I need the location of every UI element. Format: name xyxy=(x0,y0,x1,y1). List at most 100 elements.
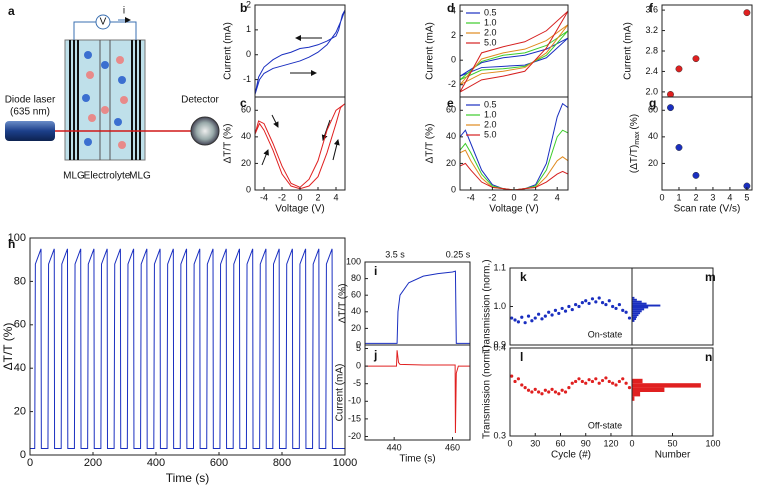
plot-area xyxy=(667,9,751,97)
y-tick-label: -2 xyxy=(448,79,456,89)
electrode-label: MLG xyxy=(63,171,85,182)
bar xyxy=(632,318,637,320)
y-tick-label: 20 xyxy=(241,158,251,168)
y-axis-label: ΔT/T (%) xyxy=(338,284,349,324)
point xyxy=(553,308,558,312)
bar xyxy=(632,316,637,319)
plot-area xyxy=(510,374,632,396)
point xyxy=(604,376,608,380)
x-tick-label: 800 xyxy=(273,457,291,469)
y-tick-label: 100 xyxy=(346,256,361,266)
x-axis-label: Time (s) xyxy=(166,471,210,485)
bar xyxy=(632,314,639,317)
frame xyxy=(661,96,753,191)
annotation: 0.25 s xyxy=(446,249,471,259)
x-axis-label: Voltage (V) xyxy=(489,204,538,215)
plot-area xyxy=(667,104,751,190)
y-axis-label: ΔT/T (%) xyxy=(1,323,15,371)
panel-label: i xyxy=(374,264,377,278)
x-tick-label: 4 xyxy=(727,192,732,202)
point xyxy=(607,299,611,303)
y-tick-label: -20 xyxy=(348,431,361,441)
bar xyxy=(632,298,637,301)
bar xyxy=(632,306,649,309)
x-tick-label: 50 xyxy=(667,438,677,448)
bar xyxy=(632,296,635,299)
detector-label: Detector xyxy=(181,95,219,106)
y-tick-label: 60 xyxy=(241,105,251,115)
point xyxy=(614,383,618,387)
y-tick-label: 2.0 xyxy=(645,86,658,96)
y-tick-label: -5 xyxy=(353,378,361,388)
x-tick-label: 0 xyxy=(27,457,33,469)
plot-area xyxy=(255,9,345,95)
annotation: Off-state xyxy=(588,420,622,430)
panel-label: c xyxy=(240,96,247,110)
y-tick-label: 1.0 xyxy=(493,301,506,311)
frame xyxy=(661,4,753,98)
current-label: i xyxy=(123,6,125,17)
point xyxy=(547,310,551,314)
y-tick-label: 4 xyxy=(451,6,456,16)
x-tick-label: 1 xyxy=(676,192,681,202)
y-tick-label: 2.4 xyxy=(645,66,658,76)
x-axis-label: Number xyxy=(655,450,691,461)
detector xyxy=(190,116,220,146)
x-axis-label: Cycle (#) xyxy=(551,450,591,461)
point xyxy=(624,310,628,314)
bar xyxy=(632,392,641,397)
panel-label: n xyxy=(705,350,712,364)
legend-label: 2.0 xyxy=(484,119,497,129)
point xyxy=(574,379,578,384)
point xyxy=(513,379,517,384)
y-tick-label: 1 xyxy=(246,24,251,34)
bar xyxy=(632,387,665,392)
y-axis-label: Current (mA) xyxy=(335,364,346,422)
point xyxy=(611,304,615,309)
arrows xyxy=(261,35,340,166)
electrode-label: MLG xyxy=(129,171,151,182)
point xyxy=(597,296,601,300)
schematic: a V i Diode laser (635 nm) Detector MLG … xyxy=(5,4,220,181)
laser-wavelength: (635 nm) xyxy=(10,107,50,118)
x-tick-label: -4 xyxy=(260,192,268,202)
y-tick-label: 80 xyxy=(351,273,361,283)
x-tick-label: 460 xyxy=(445,442,460,452)
x-tick-label: 2 xyxy=(693,192,698,202)
series-line xyxy=(365,350,470,433)
plot-area xyxy=(510,296,632,325)
point xyxy=(570,307,574,312)
y-tick-label: 60 xyxy=(446,105,456,115)
legend-label: 1.0 xyxy=(484,17,497,27)
point xyxy=(627,316,632,320)
y-tick-label: 60 xyxy=(351,290,361,300)
panel-label: d xyxy=(447,1,454,15)
point xyxy=(600,378,605,383)
x-tick-label: 2 xyxy=(315,192,320,202)
point xyxy=(587,301,591,306)
legend-label: 1.0 xyxy=(484,109,497,119)
point xyxy=(557,392,561,396)
y-tick-label: 60 xyxy=(14,319,26,331)
x-tick-label: 1000 xyxy=(333,457,357,469)
bar xyxy=(632,300,642,303)
x-axis-label: Scan rate (V/s) xyxy=(674,204,741,215)
x-tick-label: 0 xyxy=(629,438,634,448)
frame xyxy=(364,344,471,441)
point xyxy=(577,304,581,309)
x-tick-label: 4 xyxy=(555,192,560,202)
y-tick-label: 0 xyxy=(20,449,26,461)
y-axis-label: Transmission (norm.) xyxy=(482,259,493,353)
frame xyxy=(631,267,714,346)
wire xyxy=(110,21,137,40)
series-line xyxy=(255,9,345,95)
point xyxy=(557,311,561,316)
point xyxy=(614,306,618,311)
point xyxy=(550,313,554,317)
point xyxy=(590,379,595,384)
y-axis-label: Current (mA) xyxy=(623,22,634,80)
point xyxy=(516,377,521,381)
x-tick-label: 5 xyxy=(744,192,749,202)
panel-label: a xyxy=(8,4,15,18)
legend-label: 2.0 xyxy=(484,27,497,37)
